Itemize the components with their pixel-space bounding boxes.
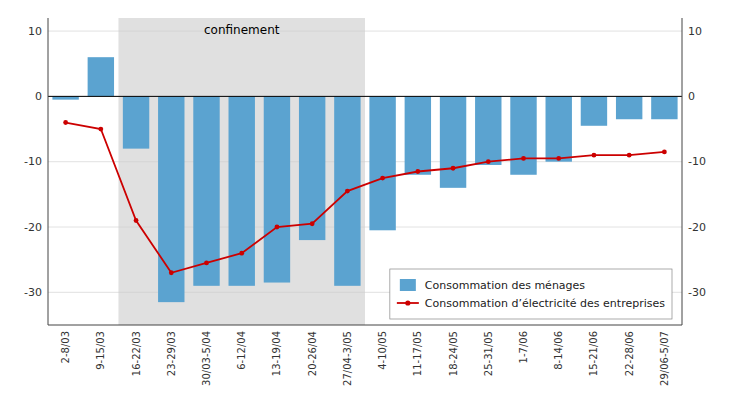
annotation-label: confinement <box>204 23 280 37</box>
y-tick-label: -10 <box>24 155 42 168</box>
marks <box>48 57 682 302</box>
x-tick-label: 15-21/06 <box>588 331 599 376</box>
grid-line <box>48 227 682 228</box>
bar <box>88 57 114 96</box>
y-tick-label: 0 <box>35 90 42 103</box>
x-tick-label: 1-7/06 <box>518 331 529 363</box>
grid-line <box>48 31 682 32</box>
x-tick-label: 20-26/04 <box>307 331 318 376</box>
legend-label: Consommation d’électricité des entrepris… <box>425 297 665 310</box>
bar <box>616 96 642 119</box>
legend-label: Consommation des ménages <box>425 279 586 292</box>
x-tick-label: 27/04-3/05 <box>342 331 353 386</box>
y2-tick-label: -30 <box>688 286 706 299</box>
x-axis-line <box>48 325 682 326</box>
y-tick-label: 10 <box>28 25 42 38</box>
y-axis-line <box>48 18 49 325</box>
marker <box>169 270 174 275</box>
bar <box>510 96 536 174</box>
marker <box>345 189 350 194</box>
x-tick-label: 9-15/03 <box>95 331 106 370</box>
y2-axis-line <box>682 18 683 325</box>
marker <box>521 156 526 161</box>
x-tick-label: 13-19/04 <box>271 331 282 376</box>
x-tick-label: 22-28/06 <box>624 331 635 376</box>
x-tick-label: 16-22/03 <box>131 331 142 376</box>
marker <box>98 127 103 132</box>
bar <box>264 96 290 282</box>
grid-line <box>48 161 682 162</box>
bar <box>651 96 677 119</box>
y2-tick-label: -20 <box>688 221 706 234</box>
bar <box>440 96 466 187</box>
confinement-span <box>118 18 365 325</box>
marker <box>239 251 244 256</box>
bar <box>193 96 219 285</box>
bar <box>123 96 149 148</box>
x-tick-label: 18-24/05 <box>448 331 459 376</box>
legend-marker <box>405 300 410 305</box>
x-tick-label: 29/06-5/07 <box>659 331 670 386</box>
y2-tick-label: 10 <box>688 25 702 38</box>
marker <box>415 169 420 174</box>
legend-box <box>390 269 672 319</box>
bar <box>581 96 607 125</box>
bar <box>369 96 395 230</box>
x-tick-label: 25-31/05 <box>483 331 494 376</box>
bar <box>546 96 572 161</box>
x-tick-label: 11-17/05 <box>412 331 423 376</box>
bar <box>229 96 255 285</box>
marker <box>592 153 597 158</box>
legend-swatch <box>400 279 416 291</box>
y2-tick-label: -10 <box>688 155 706 168</box>
bar <box>405 96 431 174</box>
x-tick-label: 2-8/03 <box>60 331 71 363</box>
x-tick-label: 30/03-5/04 <box>201 331 212 386</box>
marker <box>380 176 385 181</box>
y-tick-label: -20 <box>24 221 42 234</box>
x-tick-label: 8-14/06 <box>553 331 564 370</box>
marker <box>662 150 667 155</box>
grid-line <box>48 96 682 97</box>
bar <box>299 96 325 240</box>
marker <box>134 218 139 223</box>
bar <box>475 96 501 165</box>
marker <box>627 153 632 158</box>
marker <box>451 166 456 171</box>
marker <box>310 221 315 226</box>
marker <box>63 120 68 125</box>
line <box>66 123 665 273</box>
marker <box>275 225 280 230</box>
y-tick-label: -30 <box>24 286 42 299</box>
x-tick-label: 23-29/03 <box>166 331 177 376</box>
x-tick-label: 6-12/04 <box>236 331 247 370</box>
zero-line <box>48 96 682 97</box>
x-tick-label: 4-10/05 <box>377 331 388 370</box>
legend: Consommation des ménages Consommation d’é… <box>390 269 672 319</box>
marker <box>556 156 561 161</box>
spans <box>118 18 365 325</box>
bar <box>334 96 360 285</box>
bar <box>158 96 184 302</box>
chart: -30 -20 -10 0 10 -30 -20 -10 0 10 2-8/03 9-15/03 16-… <box>0 0 730 409</box>
y2-tick-label: 0 <box>688 90 695 103</box>
marker <box>204 261 209 266</box>
marker <box>486 159 491 164</box>
